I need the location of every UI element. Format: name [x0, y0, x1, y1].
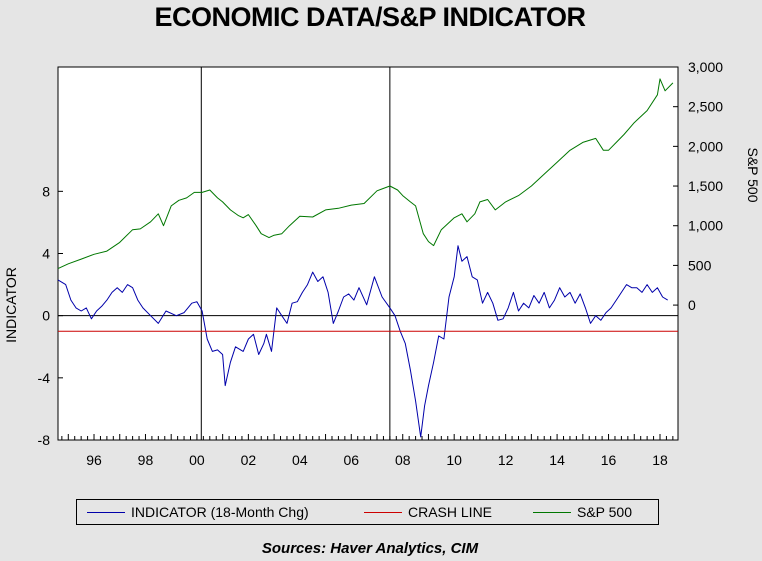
indicator-series-line: [57, 245, 668, 438]
right-tick-label: 2,000: [688, 138, 723, 154]
right-tick-label: 0: [688, 297, 696, 313]
right-tick-label: 500: [688, 257, 712, 273]
left-tick-label: -4: [38, 370, 51, 386]
x-tick-label: 96: [86, 452, 102, 468]
left-tick-label: 4: [42, 246, 50, 262]
legend-label-indicator: INDICATOR (18-Month Chg): [131, 504, 309, 520]
x-tick-label: 16: [601, 452, 617, 468]
right-tick-label: 3,000: [688, 59, 723, 75]
x-tick-label: 10: [446, 452, 462, 468]
right-tick-label: 2,500: [688, 99, 723, 115]
legend-item-crash-line: CRASH LINE: [364, 503, 492, 521]
series-layer: [57, 67, 678, 440]
axis-ticks: 8 4 0 -4 -8 3,000 2,500 2,000 1,500 1,000 500 0 96 98…: [38, 59, 724, 468]
legend-swatch-indicator: [87, 511, 125, 513]
legend-label-sp500: S&P 500: [577, 504, 633, 520]
x-tick-label: 06: [343, 452, 359, 468]
x-tick-label: 08: [395, 452, 411, 468]
left-axis-title: INDICATOR: [3, 267, 19, 343]
chart-legend: INDICATOR (18-Month Chg) CRASH LINE S&P …: [76, 499, 659, 525]
legend-label-crash-line: CRASH LINE: [408, 504, 493, 520]
legend-item-sp500: S&P 500: [533, 503, 632, 521]
right-tick-label: 1,500: [688, 178, 723, 194]
x-tick-label: 14: [549, 452, 565, 468]
left-tick-label: 8: [42, 183, 50, 199]
x-tick-label: 98: [138, 452, 154, 468]
right-axis-title: S&P 500: [745, 147, 761, 202]
left-tick-label: -8: [38, 432, 51, 448]
source-note: Sources: Haver Analytics, CIM: [261, 540, 479, 557]
legend-swatch-crash-line: [364, 511, 402, 513]
left-tick-label: 0: [42, 308, 50, 324]
legend-swatch-sp500: [533, 511, 571, 513]
right-tick-label: 1,000: [688, 218, 723, 234]
sp500-series-line: [57, 78, 674, 270]
x-tick-label: 00: [189, 452, 205, 468]
x-tick-label: 02: [241, 452, 257, 468]
plot-area: [57, 66, 679, 441]
x-tick-label: 18: [652, 452, 668, 468]
x-tick-label: 12: [498, 452, 514, 468]
chart-title: ECONOMIC DATA/S&P INDICATOR: [154, 2, 586, 32]
x-tick-label: 04: [292, 452, 308, 468]
legend-item-indicator: INDICATOR (18-Month Chg): [87, 503, 309, 521]
